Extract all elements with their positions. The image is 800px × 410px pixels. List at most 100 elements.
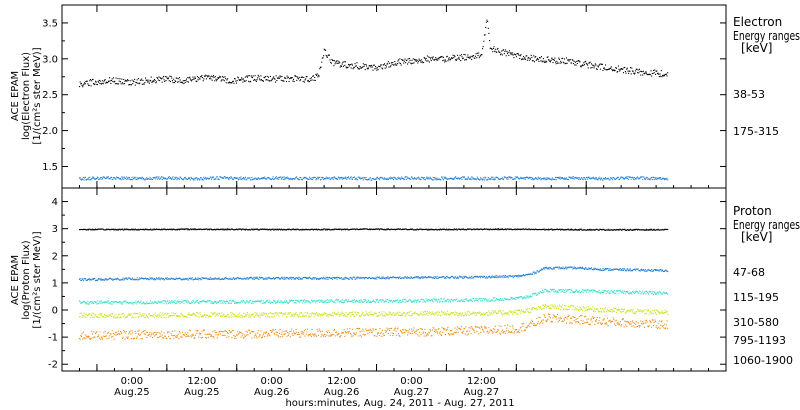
data-point <box>132 229 134 231</box>
data-point <box>352 301 354 304</box>
data-point <box>114 83 116 85</box>
data-point <box>490 48 493 50</box>
data-point <box>415 229 417 231</box>
data-point <box>583 268 585 271</box>
data-point <box>563 290 566 292</box>
data-point <box>161 278 163 280</box>
data-point <box>505 228 507 230</box>
data-point <box>528 273 530 275</box>
data-point <box>99 300 101 302</box>
data-point <box>210 302 212 304</box>
data-point <box>219 316 222 318</box>
data-point <box>104 79 106 81</box>
data-point <box>368 65 370 67</box>
data-point <box>146 278 148 281</box>
data-point <box>148 302 150 304</box>
data-point <box>649 269 651 271</box>
data-point <box>461 228 463 230</box>
data-point <box>218 178 220 180</box>
data-point <box>179 176 181 178</box>
data-point <box>522 274 524 276</box>
data-point <box>444 300 446 302</box>
data-point <box>398 228 400 230</box>
data-point <box>226 315 228 317</box>
data-point <box>194 301 197 303</box>
data-point <box>566 178 568 180</box>
data-point <box>177 300 179 302</box>
data-point <box>422 301 424 303</box>
data-point <box>387 299 389 301</box>
data-point <box>81 84 83 86</box>
data-point <box>219 75 221 77</box>
data-point <box>516 229 518 231</box>
data-point <box>242 278 245 280</box>
data-point <box>121 302 123 304</box>
data-point <box>218 301 220 303</box>
data-point <box>510 177 512 179</box>
data-point <box>540 178 543 180</box>
data-point <box>571 228 573 230</box>
data-point <box>153 277 156 279</box>
data-point <box>587 178 589 180</box>
data-point <box>282 278 284 280</box>
data-point <box>109 277 111 279</box>
data-point <box>339 277 341 279</box>
data-point <box>549 178 551 180</box>
data-point <box>581 266 584 268</box>
data-point <box>280 176 282 178</box>
data-point <box>124 300 126 302</box>
data-point <box>333 60 336 62</box>
data-point <box>162 75 165 78</box>
data-point <box>111 315 113 318</box>
data-point <box>157 79 159 81</box>
data-point <box>137 300 139 303</box>
data-point <box>645 290 648 292</box>
data-point <box>85 303 87 305</box>
data-point <box>376 278 378 280</box>
data-point <box>421 177 423 179</box>
data-point <box>483 228 485 230</box>
data-point <box>627 269 629 271</box>
data-point <box>392 276 395 278</box>
data-point <box>366 277 368 279</box>
data-point <box>506 298 509 300</box>
data-point <box>555 290 557 292</box>
data-point <box>194 179 196 181</box>
data-point <box>617 229 619 231</box>
data-point <box>605 268 607 270</box>
data-point <box>313 278 315 280</box>
data-point <box>265 178 267 180</box>
data-point <box>274 277 276 280</box>
data-point <box>300 79 302 81</box>
data-point <box>471 178 473 180</box>
data-point <box>484 34 486 36</box>
data-point <box>568 60 570 62</box>
data-point <box>610 229 612 231</box>
data-point <box>107 302 109 304</box>
data-point <box>253 278 255 280</box>
data-point <box>406 229 408 231</box>
data-point <box>501 229 503 231</box>
data-point <box>241 278 243 280</box>
data-point <box>152 80 154 82</box>
data-point <box>427 176 429 178</box>
data-point <box>452 229 454 231</box>
data-point <box>317 278 319 280</box>
data-point <box>478 228 480 230</box>
data-point <box>123 315 125 317</box>
data-point <box>180 301 182 303</box>
data-point <box>567 289 569 291</box>
data-point <box>361 277 363 279</box>
data-point <box>616 177 618 179</box>
data-point <box>453 277 455 279</box>
data-point <box>529 274 531 276</box>
data-point <box>324 178 326 180</box>
data-point <box>82 228 84 231</box>
data-point <box>431 299 433 301</box>
data-point <box>130 279 132 281</box>
data-point <box>199 312 201 314</box>
data-point <box>259 300 261 302</box>
data-point <box>337 60 339 62</box>
data-point <box>292 228 294 230</box>
data-point <box>160 301 162 303</box>
